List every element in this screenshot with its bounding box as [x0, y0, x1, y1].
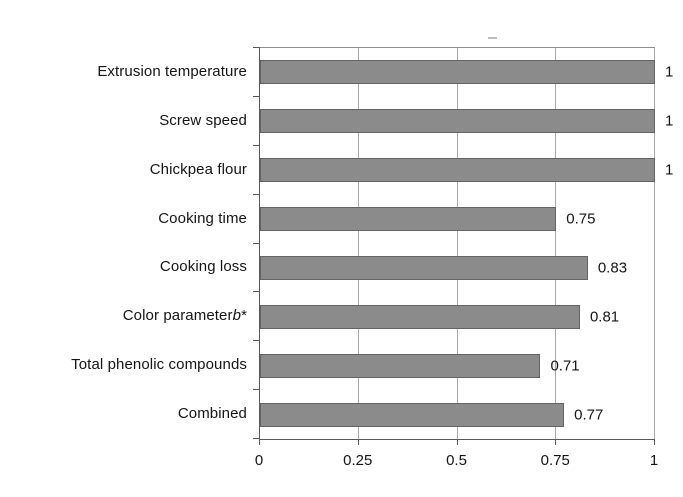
value-label: 0.77	[574, 406, 604, 424]
gridline	[654, 48, 655, 439]
y-axis-tick	[253, 144, 260, 146]
value-label: 0.81	[589, 308, 620, 326]
y-axis-tick	[253, 95, 260, 97]
category-label: Extrusion temperature	[97, 62, 247, 80]
x-axis-tick-label: 1	[649, 452, 659, 469]
y-axis-tick	[253, 291, 260, 293]
value-label: 1	[665, 63, 674, 81]
x-axis-tick-label: 0.25	[343, 452, 373, 469]
bar	[260, 158, 655, 183]
x-axis-tick	[654, 439, 655, 445]
value-label: 1	[665, 161, 674, 179]
bar	[260, 402, 565, 427]
bar-row: 0.71	[260, 341, 655, 390]
x-axis-tick-label: 0.75	[540, 452, 570, 469]
bar-row: 1	[260, 146, 673, 195]
bar	[260, 255, 588, 280]
category-label: Cooking time	[158, 209, 247, 227]
gridline	[357, 48, 359, 439]
y-axis-tick	[253, 438, 260, 439]
category-label: Color parameter b *	[0, 291, 247, 340]
bar	[260, 60, 655, 85]
value-label: 1	[665, 112, 674, 130]
x-axis-tick	[555, 439, 557, 445]
bar-rows-layer: 1 1 1 0.75 0.83 0.81 0.71 0.77	[260, 48, 673, 439]
y-axis-tick	[253, 47, 260, 48]
x-axis-tick	[259, 439, 260, 445]
bar	[260, 304, 580, 329]
category-label: Total phenolic compounds	[71, 356, 247, 374]
category-label-part: *	[241, 307, 247, 325]
y-axis-tick	[253, 242, 260, 244]
value-label: 0.71	[550, 357, 580, 375]
x-axis-tick	[456, 439, 458, 445]
y-axis-tick	[253, 389, 260, 391]
bar	[260, 353, 541, 378]
bar-row: 0.81	[260, 292, 655, 341]
bar-row: 1	[260, 97, 673, 146]
x-axis-tick-label: 0.5	[446, 452, 467, 469]
gridline	[456, 48, 458, 439]
value-label: 0.75	[566, 210, 596, 228]
gridline	[555, 48, 557, 439]
faint-dash-artifact	[488, 37, 497, 39]
category-label-italic-part: b	[232, 307, 242, 325]
category-label: Chickpea flour	[149, 160, 247, 178]
bar	[260, 207, 557, 232]
bar-row: 0.77	[260, 390, 655, 439]
value-label: 0.83	[597, 259, 628, 277]
y-axis-tick	[253, 340, 260, 342]
category-label: Combined	[177, 405, 247, 423]
y-axis-tick	[253, 193, 260, 195]
x-axis-tick	[357, 439, 359, 445]
category-label-part: Color parameter	[122, 307, 233, 325]
category-label: Screw speed	[159, 111, 247, 129]
bar-row: 1	[260, 48, 673, 97]
plot-area: 1 1 1 0.75 0.83 0.81 0.71 0.77	[253, 47, 673, 440]
bar-row: 0.83	[260, 244, 655, 293]
bar-row: 0.75	[260, 195, 655, 244]
x-axis-tick-label: 0	[254, 452, 264, 469]
y-axis-category-labels: Extrusion temperature Screw speed Chickpea…	[0, 47, 247, 438]
bar	[260, 109, 655, 134]
category-label: Cooking loss	[159, 258, 247, 276]
